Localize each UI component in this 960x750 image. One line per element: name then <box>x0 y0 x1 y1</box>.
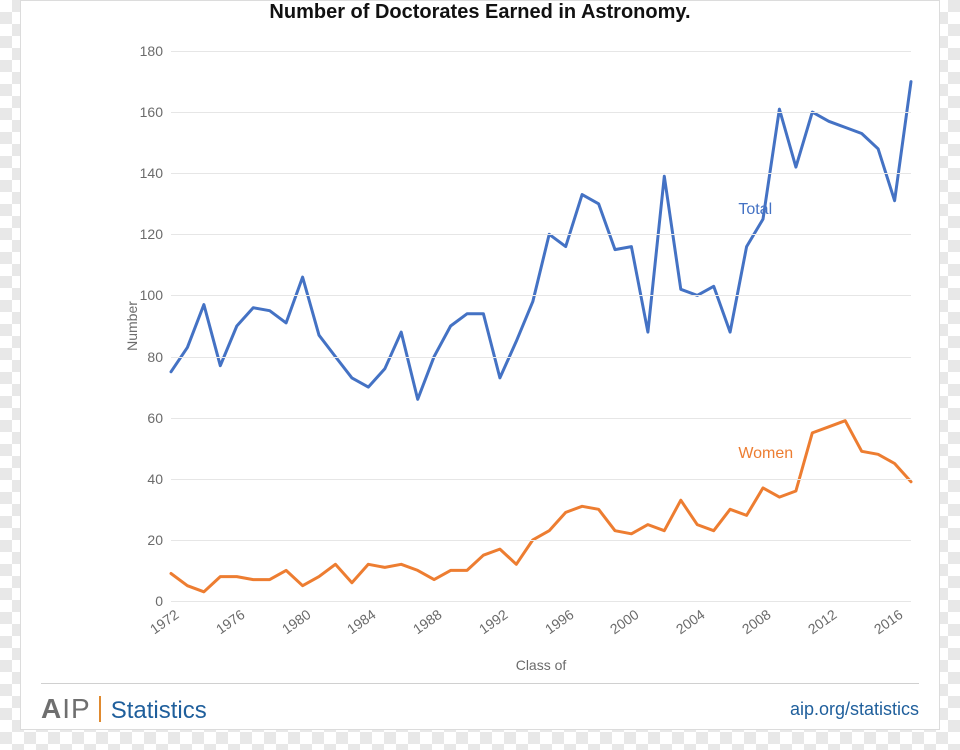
gridline <box>171 51 911 52</box>
x-tick-label: 1992 <box>476 606 511 637</box>
y-tick-label: 100 <box>140 287 163 303</box>
y-tick-label: 120 <box>140 226 163 242</box>
series-line <box>171 421 911 592</box>
x-tick-label: 1984 <box>344 606 379 637</box>
y-tick-label: 160 <box>140 104 163 120</box>
series-line <box>171 82 911 400</box>
x-tick-label: 1988 <box>410 606 445 637</box>
y-tick-label: 0 <box>155 593 163 609</box>
x-axis-title: Class of <box>171 657 911 673</box>
x-tick-label: 1976 <box>213 606 248 637</box>
y-tick-label: 20 <box>147 532 163 548</box>
gridline <box>171 540 911 541</box>
gridline <box>171 112 911 113</box>
brand-aip: AIP <box>41 693 91 725</box>
x-tick-label: 2008 <box>739 606 774 637</box>
series-label-total: Total <box>738 201 772 219</box>
y-tick-label: 80 <box>147 349 163 365</box>
series-label-women: Women <box>738 445 793 463</box>
x-tick-label: 1972 <box>147 606 182 637</box>
gridline <box>171 173 911 174</box>
x-tick-label: 2004 <box>673 606 708 637</box>
footer: AIP Statistics aip.org/statistics <box>41 693 919 725</box>
plot-svg <box>171 51 911 601</box>
y-tick-label: 140 <box>140 165 163 181</box>
gridline <box>171 479 911 480</box>
chart-title: Number of Doctorates Earned in Astronomy… <box>21 1 939 24</box>
gridline <box>171 601 911 602</box>
y-tick-label: 60 <box>147 410 163 426</box>
x-tick-label: 1980 <box>278 606 313 637</box>
gridline <box>171 295 911 296</box>
gridline <box>171 234 911 235</box>
gridline <box>171 357 911 358</box>
y-tick-label: 40 <box>147 471 163 487</box>
y-axis-title: Number <box>124 301 140 351</box>
chart-panel: Number of Doctorates Earned in Astronomy… <box>20 0 940 730</box>
x-tick-label: 2012 <box>805 606 840 637</box>
y-tick-label: 180 <box>140 43 163 59</box>
brand-statistics: Statistics <box>111 697 207 725</box>
site-link[interactable]: aip.org/statistics <box>790 699 919 720</box>
brand-separator <box>99 696 101 722</box>
footer-rule <box>41 683 919 684</box>
x-tick-label: 2000 <box>607 606 642 637</box>
x-tick-label: 1996 <box>542 606 577 637</box>
gridline <box>171 418 911 419</box>
plot-area: Number Class of Total Women 020406080100… <box>171 51 911 601</box>
brand: AIP Statistics <box>41 693 207 725</box>
x-tick-label: 2016 <box>870 606 905 637</box>
